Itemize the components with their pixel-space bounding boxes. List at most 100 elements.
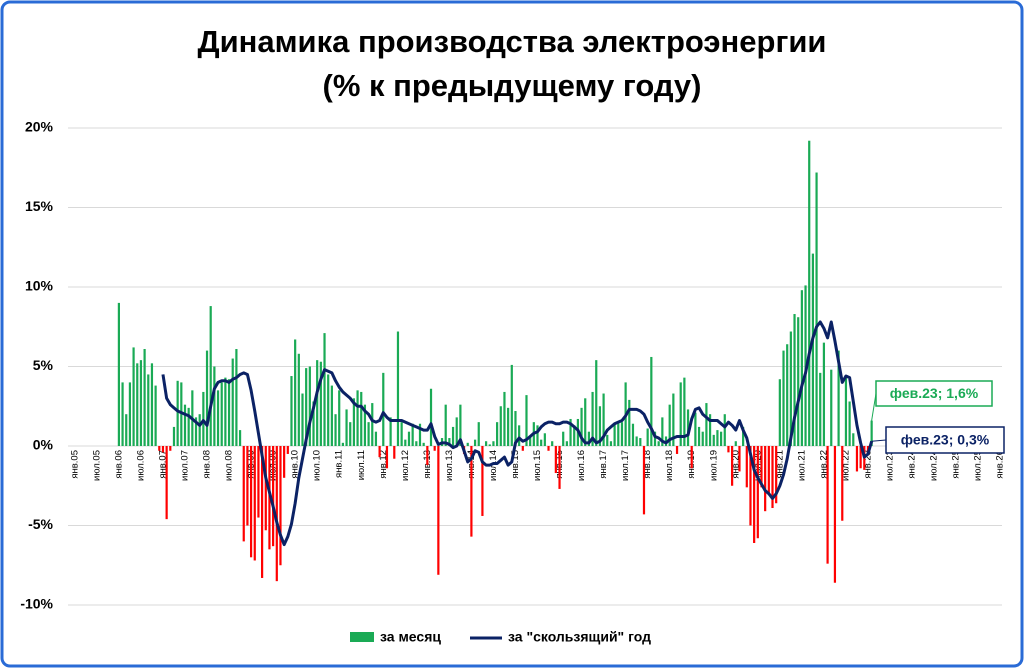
x-tick-label: янв.17 bbox=[598, 450, 609, 479]
bar bbox=[169, 446, 172, 451]
bar bbox=[764, 446, 767, 512]
bar bbox=[727, 446, 730, 453]
bar bbox=[642, 446, 646, 515]
x-tick-label: июл.22 bbox=[840, 450, 851, 481]
bar bbox=[374, 431, 378, 446]
bar bbox=[690, 446, 693, 469]
bar bbox=[518, 425, 521, 446]
bar bbox=[473, 439, 477, 446]
bar bbox=[529, 436, 532, 446]
bar bbox=[848, 401, 851, 446]
x-tick-label: янв.11 bbox=[334, 450, 345, 478]
bar bbox=[760, 446, 763, 488]
bar bbox=[227, 379, 231, 446]
bar bbox=[635, 436, 638, 446]
bar bbox=[852, 433, 855, 446]
bar bbox=[844, 376, 848, 446]
bar bbox=[319, 361, 322, 446]
bar bbox=[385, 446, 389, 469]
bar bbox=[775, 446, 778, 504]
bar bbox=[312, 401, 315, 446]
legend-label: за месяц bbox=[380, 629, 441, 645]
bar bbox=[429, 388, 433, 446]
bar bbox=[143, 349, 146, 446]
bar bbox=[437, 446, 440, 575]
bar bbox=[349, 422, 352, 446]
legend-label: за "скользящий" год bbox=[508, 629, 651, 645]
bar bbox=[345, 409, 348, 446]
bar bbox=[400, 422, 403, 446]
bar bbox=[305, 368, 308, 446]
bar bbox=[782, 350, 785, 446]
bar bbox=[415, 441, 418, 446]
bar bbox=[422, 442, 425, 446]
bar bbox=[367, 422, 370, 446]
bar bbox=[484, 441, 488, 446]
x-tick-label: июл.15 bbox=[532, 450, 543, 481]
x-tick-label: янв.20 bbox=[730, 450, 741, 479]
x-tick-label: июл.18 bbox=[664, 450, 675, 481]
bar bbox=[738, 446, 741, 472]
bar bbox=[646, 428, 649, 446]
x-tick-label: июл.16 bbox=[576, 450, 587, 481]
bar bbox=[584, 398, 587, 446]
bar bbox=[793, 314, 796, 446]
bar bbox=[194, 417, 198, 446]
bar bbox=[507, 407, 510, 446]
bar bbox=[716, 430, 719, 446]
bar bbox=[235, 349, 238, 446]
bar bbox=[731, 446, 734, 486]
bar bbox=[547, 446, 550, 451]
legend-swatch bbox=[350, 632, 374, 642]
bar bbox=[246, 446, 249, 526]
bar bbox=[275, 446, 278, 582]
bar bbox=[551, 441, 554, 446]
bar bbox=[481, 446, 484, 516]
bar bbox=[444, 404, 447, 446]
bar bbox=[257, 446, 260, 518]
bar bbox=[789, 331, 792, 446]
bar bbox=[488, 444, 491, 446]
bar bbox=[338, 390, 341, 446]
bar bbox=[308, 366, 311, 446]
y-tick-label: 20% bbox=[25, 119, 54, 135]
x-tick-label: янв.05 bbox=[69, 450, 80, 479]
bar bbox=[264, 446, 267, 531]
bar bbox=[220, 382, 223, 446]
x-tick-label: янв.07 bbox=[157, 450, 168, 479]
annotation-label: фев.23; 1,6% bbox=[890, 385, 979, 401]
bar bbox=[492, 441, 495, 446]
bar bbox=[543, 433, 546, 446]
bar bbox=[363, 404, 367, 446]
bar bbox=[771, 446, 774, 509]
bar bbox=[125, 414, 128, 446]
bar bbox=[595, 360, 598, 446]
x-tick-label: янв.18 bbox=[642, 450, 653, 479]
bar bbox=[393, 446, 396, 459]
bar bbox=[672, 393, 675, 446]
annotation-leader bbox=[871, 439, 887, 442]
bar bbox=[525, 395, 528, 446]
bar bbox=[272, 446, 275, 547]
bar bbox=[360, 391, 363, 446]
bar bbox=[617, 422, 620, 446]
bar bbox=[683, 377, 686, 446]
bar bbox=[154, 385, 157, 446]
bar bbox=[808, 140, 811, 446]
bar bbox=[327, 374, 330, 446]
bar bbox=[800, 290, 803, 446]
bar bbox=[631, 423, 635, 446]
bar bbox=[172, 426, 176, 446]
x-tick-label: янв.06 bbox=[113, 450, 124, 479]
bar bbox=[786, 344, 789, 446]
x-tick-label: янв.25 bbox=[951, 450, 962, 479]
bar bbox=[503, 391, 506, 446]
bar bbox=[297, 353, 300, 446]
x-tick-label: июл.24 bbox=[929, 450, 940, 481]
bar bbox=[837, 350, 840, 446]
bar bbox=[686, 409, 690, 446]
bar bbox=[499, 406, 502, 446]
bar bbox=[301, 393, 304, 446]
